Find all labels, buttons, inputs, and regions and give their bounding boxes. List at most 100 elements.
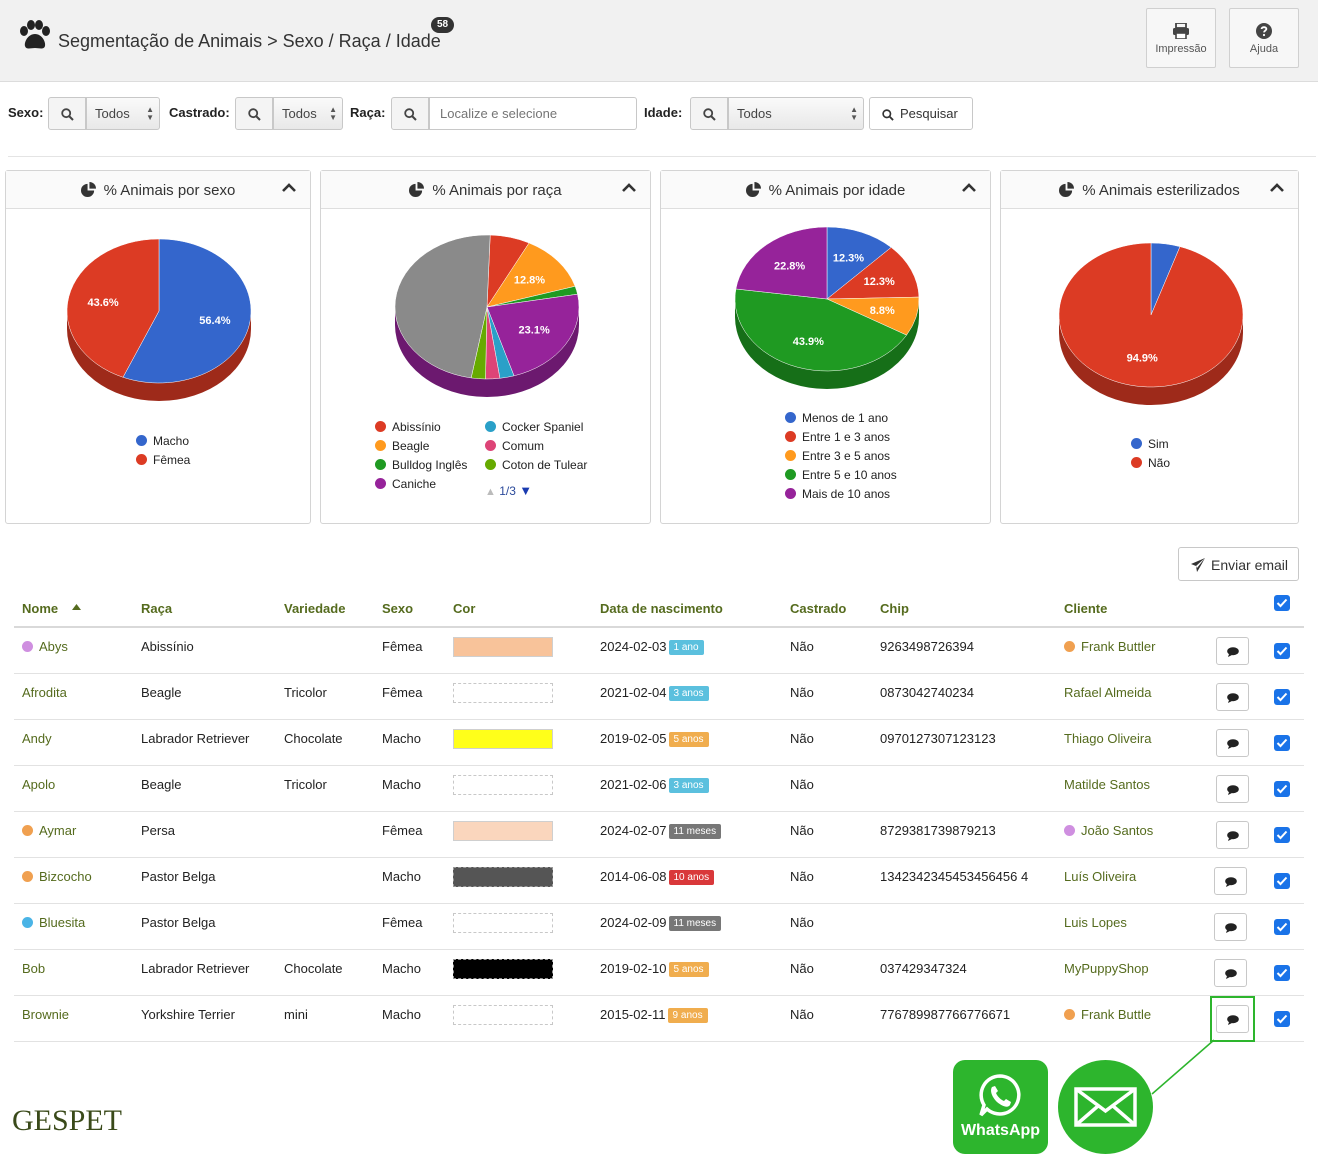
col-header-sexo[interactable]: Sexo bbox=[382, 601, 414, 616]
row-checkbox[interactable] bbox=[1274, 965, 1290, 981]
row-checkbox[interactable] bbox=[1274, 689, 1290, 705]
col-header-chip[interactable]: Chip bbox=[880, 601, 909, 616]
animal-name-link[interactable]: Bob bbox=[22, 961, 45, 976]
message-button[interactable] bbox=[1216, 775, 1249, 803]
table-row[interactable]: Bluesita Pastor Belga Fêmea 2024-02-09 11 me… bbox=[14, 904, 1304, 950]
row-checkbox[interactable] bbox=[1274, 919, 1290, 935]
col-header-castrado[interactable]: Castrado bbox=[790, 601, 847, 616]
legend-item[interactable]: Entre 5 e 10 anos bbox=[785, 468, 897, 487]
client-link[interactable]: Matilde Santos bbox=[1064, 777, 1150, 792]
row-checkbox[interactable] bbox=[1274, 735, 1290, 751]
legend-item[interactable]: Fêmea bbox=[136, 453, 190, 472]
chevron-up-icon[interactable] bbox=[1270, 183, 1284, 193]
message-button[interactable] bbox=[1216, 729, 1249, 757]
message-button[interactable] bbox=[1214, 867, 1247, 895]
raca-search-input[interactable] bbox=[429, 97, 637, 130]
legend-item[interactable]: Beagle bbox=[375, 439, 429, 458]
animal-name-link[interactable]: Aymar bbox=[22, 823, 76, 838]
message-button[interactable] bbox=[1216, 1005, 1249, 1033]
help-label: Ajuda bbox=[1249, 43, 1279, 55]
table-row[interactable]: Apolo Beagle Tricolor Macho 2021-02-06 3 anos… bbox=[14, 766, 1304, 812]
table-row[interactable]: Abys Abissínio Fêmea 2024-02-03 1 ano Não 9263… bbox=[14, 628, 1304, 674]
legend-item[interactable]: Macho bbox=[136, 434, 190, 453]
row-checkbox[interactable] bbox=[1274, 781, 1290, 797]
legend-label: Comum bbox=[502, 439, 545, 453]
table-row[interactable]: Bizcocho Pastor Belga Macho 2014-06-08 10 an… bbox=[14, 858, 1304, 904]
legend-item[interactable]: Cocker Spaniel bbox=[485, 420, 583, 439]
legend-item[interactable]: Abissínio bbox=[375, 420, 441, 439]
animal-name-link[interactable]: Afrodita bbox=[22, 685, 67, 700]
row-checkbox[interactable] bbox=[1274, 873, 1290, 889]
client-link[interactable]: Thiago Oliveira bbox=[1064, 731, 1151, 746]
client-link[interactable]: Frank Buttle bbox=[1064, 1007, 1151, 1022]
sexo-search-button[interactable] bbox=[48, 97, 86, 130]
chevron-up-icon[interactable] bbox=[282, 183, 296, 193]
legend-item[interactable]: Mais de 10 anos bbox=[785, 487, 897, 506]
animal-name-link[interactable]: Bizcocho bbox=[22, 869, 92, 884]
legend-item[interactable]: Menos de 1 ano bbox=[785, 411, 897, 430]
animal-name-link[interactable]: Brownie bbox=[22, 1007, 69, 1022]
col-header-raca[interactable]: Raça bbox=[141, 601, 173, 616]
pie-data-label: 43.9% bbox=[793, 336, 824, 348]
raca-cell: Beagle bbox=[141, 685, 182, 700]
message-button[interactable] bbox=[1214, 959, 1247, 987]
table-row[interactable]: Andy Labrador Retriever Chocolate Macho 2019… bbox=[14, 720, 1304, 766]
comment-icon bbox=[1225, 969, 1237, 979]
select-all-checkbox[interactable] bbox=[1274, 595, 1290, 611]
message-button[interactable] bbox=[1214, 913, 1247, 941]
legend-item[interactable]: Comum bbox=[485, 439, 544, 458]
chevron-up-icon[interactable] bbox=[962, 183, 976, 193]
legend-item[interactable]: Coton de Tulear bbox=[485, 458, 587, 477]
col-header-nascimento[interactable]: Data de nascimento bbox=[600, 601, 723, 616]
col-header-variedade[interactable]: Variedade bbox=[284, 601, 346, 616]
idade-search-button[interactable] bbox=[690, 97, 728, 130]
row-checkbox[interactable] bbox=[1274, 1011, 1290, 1027]
animal-name-link[interactable]: Bluesita bbox=[22, 915, 85, 930]
row-checkbox[interactable] bbox=[1274, 643, 1290, 659]
legend-item[interactable]: Caniche bbox=[375, 477, 436, 496]
row-checkbox[interactable] bbox=[1274, 827, 1290, 843]
animal-name-link[interactable]: Abys bbox=[22, 639, 68, 654]
message-button[interactable] bbox=[1216, 637, 1249, 665]
idade-select[interactable]: Todos ▲ ▼ bbox=[728, 97, 864, 130]
client-link[interactable]: MyPuppyShop bbox=[1064, 961, 1149, 976]
pager-label: 1/3 bbox=[499, 484, 516, 498]
client-link[interactable]: Frank Buttler bbox=[1064, 639, 1155, 654]
print-button[interactable]: Impressão bbox=[1146, 8, 1216, 68]
help-button[interactable]: Ajuda bbox=[1229, 8, 1299, 68]
chevron-up-icon[interactable] bbox=[622, 183, 636, 193]
legend-item[interactable]: Não bbox=[1131, 456, 1170, 475]
animal-name-link[interactable]: Apolo bbox=[22, 777, 55, 792]
client-link[interactable]: Rafael Almeida bbox=[1064, 685, 1151, 700]
pager-prev-icon[interactable]: ▲ bbox=[485, 486, 496, 498]
col-header-nome[interactable]: Nome bbox=[22, 601, 81, 616]
client-link[interactable]: Luís Oliveira bbox=[1064, 869, 1136, 884]
animal-name-link[interactable]: Andy bbox=[22, 731, 52, 746]
sexo-cell: Macho bbox=[382, 961, 422, 976]
message-button[interactable] bbox=[1216, 683, 1249, 711]
table-row[interactable]: Bob Labrador Retriever Chocolate Macho 2019-… bbox=[14, 950, 1304, 996]
castrado-select[interactable]: Todos ▲ ▼ bbox=[273, 97, 343, 130]
table-row[interactable]: Aymar Persa Fêmea 2024-02-07 11 meses Não 8729… bbox=[14, 812, 1304, 858]
whatsapp-button[interactable]: WhatsApp bbox=[953, 1060, 1048, 1154]
legend-idade: Menos de 1 ano Entre 1 e 3 anos Entre 3 e … bbox=[785, 411, 897, 506]
legend-item[interactable]: Entre 3 e 5 anos bbox=[785, 449, 897, 468]
client-name: Luís Oliveira bbox=[1064, 869, 1137, 884]
col-header-cliente[interactable]: Cliente bbox=[1064, 601, 1108, 616]
message-button[interactable] bbox=[1216, 821, 1249, 849]
legend-item[interactable]: Entre 1 e 3 anos bbox=[785, 430, 897, 449]
raca-search-button[interactable] bbox=[391, 97, 429, 130]
email-bubble-button[interactable] bbox=[1058, 1060, 1153, 1154]
col-header-cor[interactable]: Cor bbox=[453, 601, 476, 616]
pager-next-icon[interactable]: ▼ bbox=[519, 483, 533, 498]
sexo-select[interactable]: Todos ▲ ▼ bbox=[86, 97, 160, 130]
table-row[interactable]: Brownie Yorkshire Terrier mini Macho 2015-02… bbox=[14, 996, 1304, 1042]
legend-item[interactable]: Bulldog Inglês bbox=[375, 458, 467, 477]
legend-item[interactable]: Sim bbox=[1131, 437, 1170, 456]
table-row[interactable]: Afrodita Beagle Tricolor Fêmea 2021-02-04 3 a… bbox=[14, 674, 1304, 720]
send-email-button[interactable]: Enviar email bbox=[1178, 547, 1299, 581]
client-link[interactable]: João Santos bbox=[1064, 823, 1153, 838]
castrado-search-button[interactable] bbox=[235, 97, 273, 130]
pesquisar-button[interactable]: Pesquisar bbox=[869, 97, 973, 130]
client-link[interactable]: Luis Lopes bbox=[1064, 915, 1127, 930]
